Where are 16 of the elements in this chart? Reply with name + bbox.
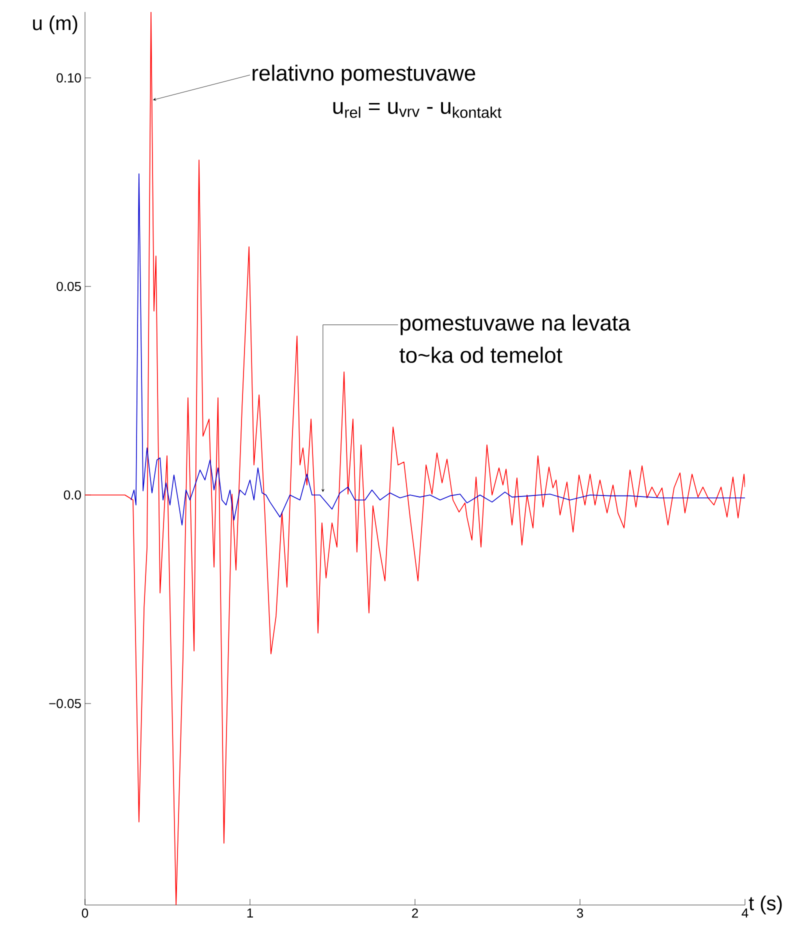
x-tick-label: 2 xyxy=(412,908,418,918)
x-tick-label: 1 xyxy=(247,908,253,918)
x-tick-label: 0 xyxy=(82,908,88,918)
y-tick-label: −0.05 xyxy=(49,698,81,708)
x-tick-label: 3 xyxy=(576,908,584,918)
annotation: pomestuvawe na levata xyxy=(400,314,630,336)
annotation: relativno pomestuvawe xyxy=(252,64,476,86)
x-axis-title: t (s) xyxy=(748,896,782,914)
y-axis-title: u (m) xyxy=(33,16,78,34)
line-series xyxy=(85,12,745,905)
y-tick-label: 0.0 xyxy=(64,490,81,500)
annotation: u$_{rel}$ = u$_{vrv}$ - u$_{kontakt}$ xyxy=(333,102,502,118)
y-tick-label: 0.10 xyxy=(56,73,81,82)
x-tick-label: 4 xyxy=(742,908,748,918)
annotation: to~ka od temelot xyxy=(400,346,562,363)
y-tick-label: 0.05 xyxy=(56,282,81,292)
